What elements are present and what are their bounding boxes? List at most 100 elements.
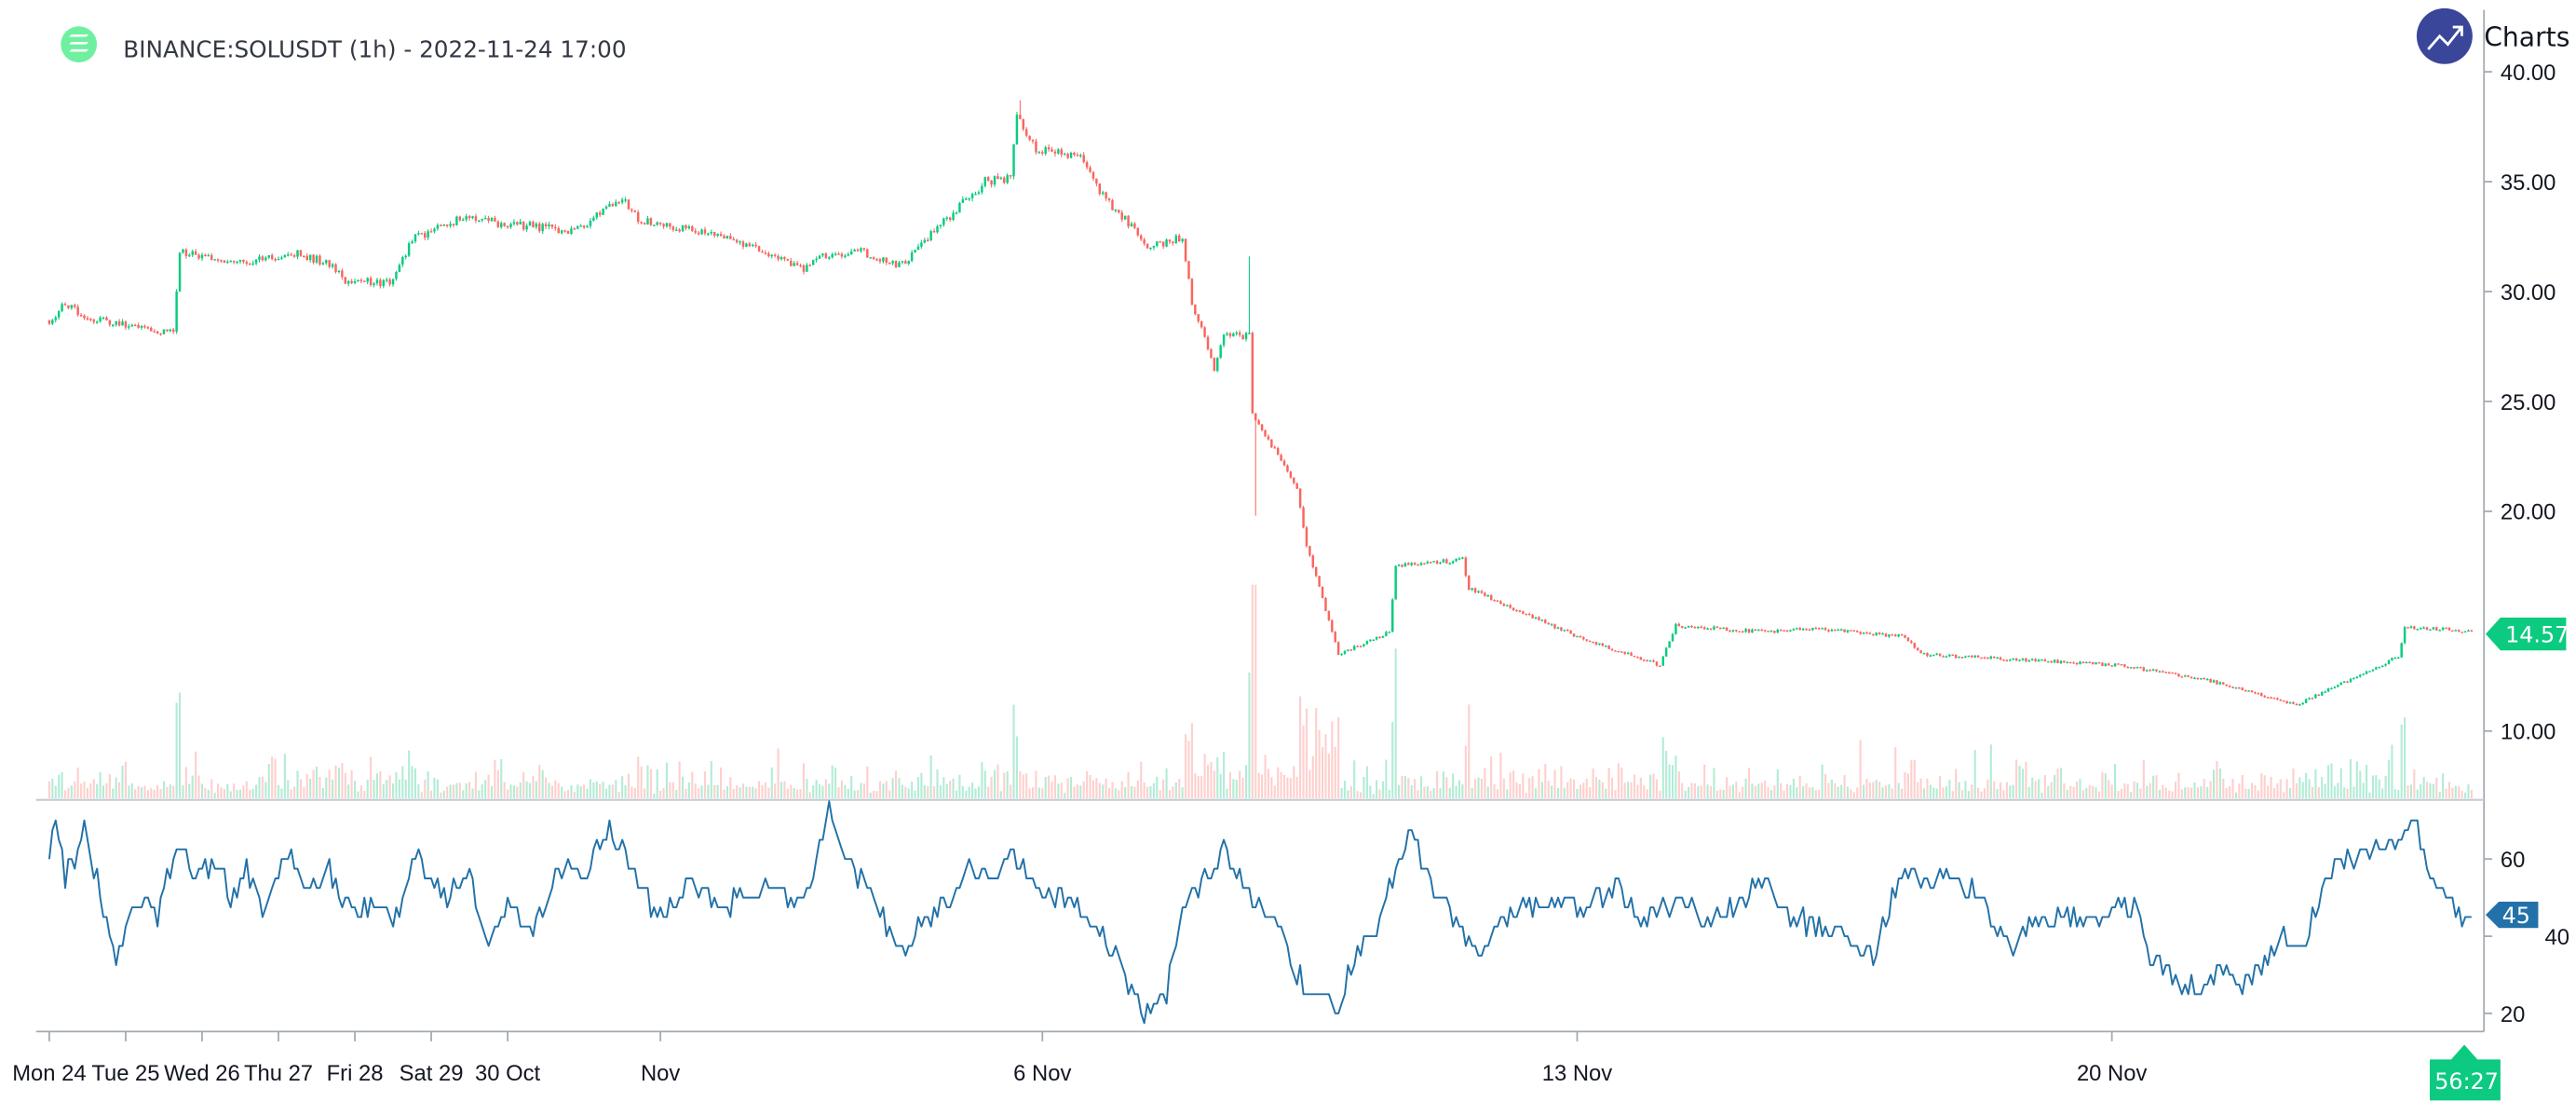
candle bbox=[331, 263, 334, 269]
candle-body bbox=[166, 329, 169, 332]
candle-body bbox=[2438, 630, 2441, 632]
candle-body bbox=[1538, 617, 1540, 620]
candle-body bbox=[1270, 439, 1273, 448]
candle-body bbox=[719, 234, 723, 237]
volume-bar bbox=[2267, 785, 2270, 798]
volume-bar bbox=[1859, 740, 1862, 798]
candle-body bbox=[308, 254, 312, 261]
candle-body bbox=[1286, 465, 1289, 472]
volume-bar bbox=[1156, 776, 1159, 798]
time-tick-label: Wed 26 bbox=[164, 1061, 240, 1086]
volume-bar bbox=[468, 782, 471, 798]
candle bbox=[888, 262, 891, 265]
candle bbox=[1388, 631, 1391, 633]
candle bbox=[429, 228, 433, 233]
candle-body bbox=[2212, 680, 2216, 683]
candle bbox=[929, 229, 932, 242]
candle-body bbox=[1257, 420, 1260, 425]
volume-bar bbox=[471, 788, 474, 798]
candle-body bbox=[2422, 627, 2425, 629]
candle-body bbox=[162, 329, 166, 334]
volume-bar bbox=[63, 790, 67, 798]
volume-bar bbox=[1576, 788, 1579, 798]
candle-body bbox=[685, 224, 687, 229]
candle-body bbox=[1136, 227, 1140, 236]
candle bbox=[1817, 627, 1821, 630]
volume-bar bbox=[162, 781, 166, 798]
candle bbox=[54, 315, 57, 323]
candle bbox=[687, 224, 691, 230]
candle bbox=[1343, 650, 1347, 656]
candle-body bbox=[2104, 663, 2108, 666]
volume-bar bbox=[1579, 784, 1581, 798]
candle bbox=[754, 241, 757, 249]
volume-bar bbox=[2425, 782, 2429, 798]
candle bbox=[1244, 332, 1248, 342]
candle bbox=[264, 255, 267, 262]
volume-bar bbox=[2447, 782, 2451, 798]
candle-body bbox=[216, 259, 220, 261]
volume-bar bbox=[1585, 779, 1588, 798]
candle-body bbox=[1107, 198, 1111, 200]
candle-body bbox=[1992, 656, 1996, 659]
candle-body bbox=[2445, 627, 2447, 630]
volume-bar bbox=[2164, 787, 2167, 798]
trending-up-icon[interactable] bbox=[2416, 7, 2473, 64]
volume-bar bbox=[649, 768, 652, 798]
volume-bar bbox=[2250, 782, 2254, 798]
volume-bar bbox=[1843, 775, 1846, 798]
time-axis[interactable]: Mon 24 Tue 25 Wed 26 Thu 27 Fri 28 Sat 29 30 O… bbox=[12, 1031, 2147, 1086]
candle bbox=[761, 250, 764, 253]
candle-body bbox=[1868, 632, 1872, 634]
brand-text[interactable]: Charts p bbox=[2484, 21, 2576, 52]
candle-body bbox=[1633, 655, 1636, 658]
volume-bar bbox=[1130, 785, 1133, 798]
candle-body bbox=[2238, 687, 2241, 689]
candle bbox=[2301, 701, 2304, 705]
volume-bar bbox=[238, 789, 242, 798]
candle-body bbox=[207, 254, 210, 257]
volume-bar bbox=[124, 761, 128, 798]
candle-body bbox=[63, 304, 67, 306]
candle bbox=[598, 210, 602, 218]
candle-body bbox=[844, 255, 847, 257]
candle bbox=[1120, 210, 1123, 223]
candle bbox=[440, 224, 442, 226]
candle bbox=[658, 222, 662, 226]
candle bbox=[1235, 331, 1238, 336]
candle bbox=[2091, 661, 2095, 665]
brand-badge[interactable] bbox=[2416, 7, 2473, 64]
candle bbox=[433, 227, 436, 234]
candle-body bbox=[1512, 607, 1515, 610]
candle-body bbox=[1378, 636, 1381, 639]
candle-body bbox=[117, 320, 121, 326]
candle-body bbox=[2352, 677, 2355, 680]
volume-bar bbox=[1365, 766, 1368, 798]
candle bbox=[1311, 554, 1315, 569]
volume-bar bbox=[1293, 766, 1295, 798]
volume-bar bbox=[353, 781, 357, 798]
volume-bar bbox=[178, 692, 182, 798]
volume-bar bbox=[1563, 787, 1566, 798]
candle bbox=[1715, 626, 1719, 629]
volume-bar bbox=[319, 777, 321, 798]
candle-body bbox=[2470, 630, 2474, 632]
candle-body bbox=[1226, 333, 1228, 335]
volume-bar bbox=[2193, 782, 2196, 798]
volume-bar bbox=[1136, 780, 1139, 798]
candle bbox=[1260, 424, 1264, 432]
volume-bar bbox=[1331, 721, 1334, 798]
volume-bar bbox=[1971, 784, 1973, 798]
candle bbox=[2120, 663, 2123, 666]
candle bbox=[337, 270, 341, 274]
volume-bar bbox=[2225, 787, 2228, 798]
candle-body bbox=[1531, 615, 1534, 619]
candle bbox=[1709, 628, 1713, 631]
volume-bar bbox=[1337, 717, 1340, 798]
volume-bar bbox=[2085, 787, 2088, 798]
candle bbox=[532, 220, 535, 228]
volume-bar bbox=[1445, 777, 1448, 798]
